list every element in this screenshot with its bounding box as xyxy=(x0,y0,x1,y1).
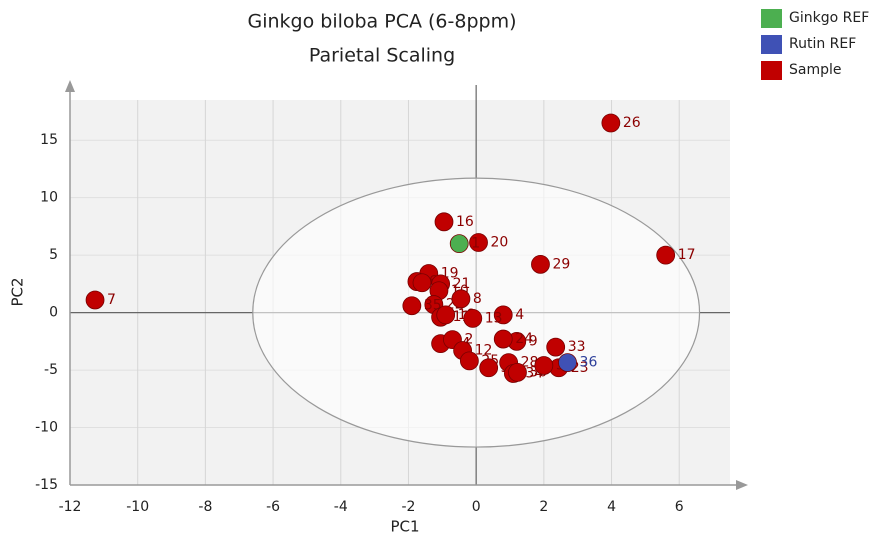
point-label: 4 xyxy=(515,307,524,323)
x-tick-label: 4 xyxy=(607,499,616,515)
y-tick-label: 5 xyxy=(49,247,58,263)
legend-swatch xyxy=(761,9,782,28)
point-label: 12 xyxy=(475,343,493,359)
point xyxy=(493,305,513,325)
point-label: 2 xyxy=(464,332,473,348)
point xyxy=(534,356,554,375)
point xyxy=(469,233,488,252)
y-tick-label: -5 xyxy=(44,362,58,378)
point-label: 8 xyxy=(473,291,482,307)
point xyxy=(656,245,676,265)
legend-swatch xyxy=(761,61,782,80)
point-label: 36 xyxy=(580,355,598,371)
point-label: 1 xyxy=(471,236,480,252)
x-tick-label: -2 xyxy=(401,499,415,515)
point xyxy=(463,308,483,328)
x-tick-label: -4 xyxy=(334,499,348,515)
legend-label: Ginkgo REF xyxy=(789,10,869,26)
y-tick-label: 15 xyxy=(40,132,58,148)
point xyxy=(493,329,513,349)
point xyxy=(402,296,422,316)
axis-arrow xyxy=(736,480,748,490)
y-tick-label: -10 xyxy=(35,420,58,436)
point xyxy=(451,289,471,309)
point xyxy=(459,351,479,371)
chart-title: Ginkgo biloba PCA (6-8ppm) xyxy=(247,11,516,33)
chart-subtitle: Parietal Scaling xyxy=(309,45,455,67)
point-label: 28 xyxy=(521,355,539,371)
y-tick-label: -15 xyxy=(35,477,58,493)
point-label: 17 xyxy=(678,247,696,263)
y-tick-label: 10 xyxy=(40,190,58,206)
point xyxy=(508,362,527,382)
point xyxy=(449,234,469,254)
x-tick-label: 2 xyxy=(539,499,548,515)
legend-label: Sample xyxy=(789,62,842,78)
point-label: 13 xyxy=(485,310,503,326)
axis-arrow xyxy=(65,80,75,92)
y-tick-label: 0 xyxy=(49,305,58,321)
x-tick-label: -8 xyxy=(198,499,212,515)
x-tick-label: 0 xyxy=(472,499,481,515)
x-tick-label: -12 xyxy=(59,499,82,515)
point xyxy=(531,254,550,274)
point xyxy=(412,273,432,293)
point-label: 24 xyxy=(515,331,533,347)
point xyxy=(601,113,621,133)
point xyxy=(434,212,454,232)
x-tick-label: -6 xyxy=(266,499,280,515)
point-label: 16 xyxy=(456,214,474,230)
point-label: 9 xyxy=(529,333,538,349)
point xyxy=(85,290,105,310)
legend-swatch xyxy=(761,35,782,54)
point xyxy=(546,337,566,357)
point xyxy=(558,353,577,373)
y-axis-label: PC2 xyxy=(9,277,27,306)
point xyxy=(436,305,456,325)
legend-label: Rutin REF xyxy=(789,36,856,52)
point-label: 26 xyxy=(623,115,641,131)
x-tick-label: -10 xyxy=(126,499,149,515)
point-label: 20 xyxy=(491,235,509,251)
point-label: 29 xyxy=(552,256,570,272)
point-label: 21 xyxy=(453,276,471,292)
x-tick-label: 6 xyxy=(675,499,684,515)
point-label: 33 xyxy=(568,339,586,355)
point-label: 7 xyxy=(107,292,116,308)
x-axis-label: PC1 xyxy=(390,518,419,536)
point xyxy=(479,358,499,378)
